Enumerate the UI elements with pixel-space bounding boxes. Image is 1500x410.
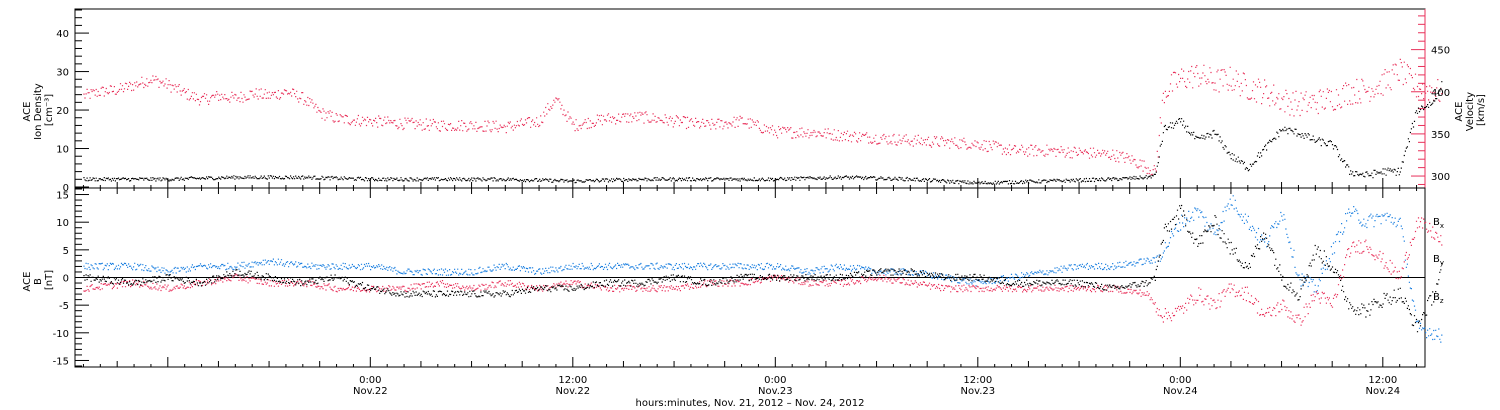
b-label-line-2: B <box>33 278 44 285</box>
top-right-tick-label: 350 <box>1431 130 1450 141</box>
top-left-tick-label: 40 <box>56 29 69 40</box>
bottom-left-tick-label: 10 <box>56 218 69 229</box>
time-tick-label: 12:00 <box>963 375 992 386</box>
legend-label: B <box>1433 254 1440 265</box>
time-tick-date: Nov.24 <box>1365 386 1400 397</box>
legend-label: B <box>1433 217 1440 228</box>
legend-subscript: x <box>1440 222 1444 230</box>
bz-series-points <box>83 217 1443 326</box>
time-tick-label: 0:00 <box>359 375 381 386</box>
bx-series-points <box>83 204 1443 333</box>
density-label-line-3: [cm⁻³] <box>44 94 55 126</box>
by-series-points <box>83 195 1443 343</box>
bottom-data <box>83 195 1443 343</box>
bottom-left-tick-label: 15 <box>56 191 69 202</box>
time-tick-date: Nov.22 <box>353 386 388 397</box>
velocity-series <box>83 58 1443 176</box>
density-label-line-1: ACE <box>22 102 33 122</box>
time-axis: 0:00Nov.2212:00Nov.220:00Nov.2312:00Nov.… <box>82 178 1418 397</box>
legend-item-x: Bx <box>1433 217 1444 230</box>
top-right-tick-label: 400 <box>1431 88 1450 99</box>
bz-series <box>83 217 1443 326</box>
top-right-tick-label: 450 <box>1431 46 1450 57</box>
time-tick-date: Nov.23 <box>960 386 995 397</box>
density-series <box>83 81 1443 185</box>
top-left-axis: 0 10 20 30 40 <box>56 9 89 194</box>
time-tick-date: Nov.24 <box>1163 386 1198 397</box>
time-tick-label: 12:00 <box>1368 375 1397 386</box>
b-label-line-1: ACE <box>22 272 33 292</box>
time-tick-label: 0:00 <box>764 375 786 386</box>
density-series-points <box>83 81 1443 185</box>
bottom-left-tick-label: -15 <box>53 356 69 367</box>
time-tick-label: 0:00 <box>1169 375 1191 386</box>
b-label-line-3: [nT] <box>44 270 55 290</box>
top-panel: 0 10 20 30 40 300 350 400 450 ACE Ion Density [… <box>22 8 1487 194</box>
top-right-tick-label: 300 <box>1431 172 1450 183</box>
velocity-label-line-3: [km/s] <box>1476 94 1487 126</box>
by-series <box>83 195 1443 343</box>
top-right-axis-label: ACE Velocity [km/s] <box>1454 89 1487 131</box>
top-left-tick-label: 20 <box>56 106 69 117</box>
bottom-left-axis: -15 -10 -5 0 5 10 15 <box>53 188 89 367</box>
top-left-tick-label: 0 <box>63 183 69 194</box>
bottom-left-tick-label: 5 <box>63 246 69 257</box>
bx-series <box>83 204 1443 333</box>
top-left-tick-label: 30 <box>56 68 69 79</box>
top-data <box>83 58 1443 185</box>
legend-label: B <box>1433 292 1440 303</box>
legend-item-z: Bz <box>1433 292 1444 305</box>
density-label-line-2: Ion Density <box>33 83 44 140</box>
bottom-left-axis-label: ACE B [nT] <box>22 268 55 291</box>
velocity-label-line-1: ACE <box>1454 102 1465 122</box>
legend-item-y: By <box>1433 254 1444 267</box>
top-left-tick-label: 10 <box>56 145 69 156</box>
bottom-left-tick-label: -5 <box>59 301 69 312</box>
top-left-axis-label: ACE Ion Density [cm⁻³] <box>22 80 55 140</box>
bottom-left-tick-label: 0 <box>63 274 69 285</box>
velocity-label-line-2: Velocity <box>1465 92 1476 131</box>
time-tick-date: Nov.22 <box>555 386 590 397</box>
legend-subscript: y <box>1440 259 1444 267</box>
time-tick-label: 12:00 <box>558 375 587 386</box>
velocity-series-points <box>83 58 1443 176</box>
legend-subscript: z <box>1440 297 1444 305</box>
time-axis-title: hours:minutes, Nov. 21, 2012 – Nov. 24, … <box>636 398 865 409</box>
top-right-axis: 300 350 400 450 <box>1411 9 1450 188</box>
bottom-left-tick-label: -10 <box>53 329 69 340</box>
time-tick-date: Nov.23 <box>758 386 793 397</box>
